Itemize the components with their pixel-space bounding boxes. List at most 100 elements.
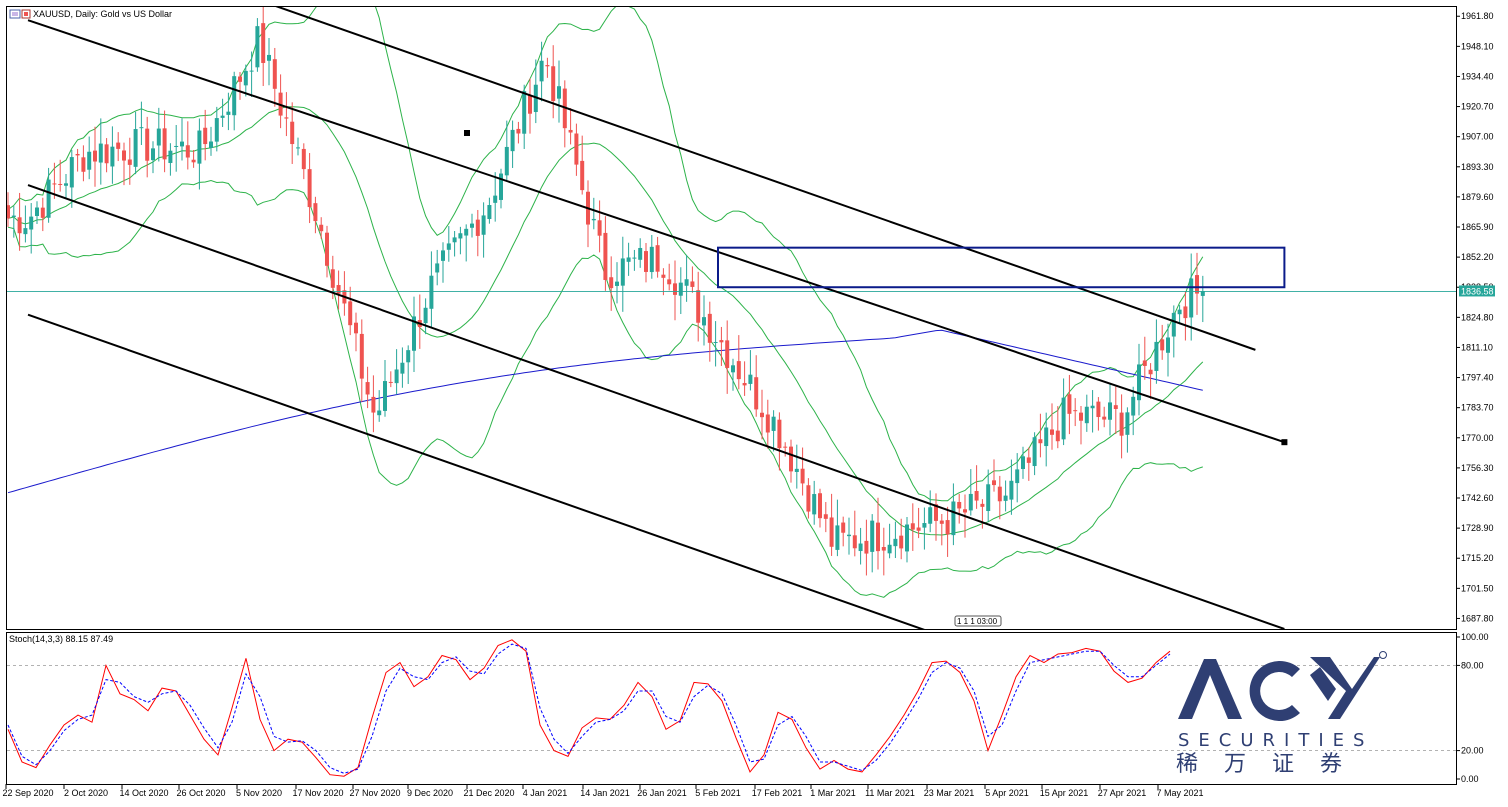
candle bbox=[1137, 343, 1141, 416]
candle bbox=[649, 234, 654, 279]
main-plot-area[interactable] bbox=[6, 0, 1456, 756]
candle-body bbox=[162, 128, 167, 160]
candle bbox=[922, 507, 927, 550]
candle-body bbox=[528, 95, 532, 114]
candle-body bbox=[168, 150, 173, 163]
candle bbox=[510, 120, 515, 168]
symbol-icon-2-inner bbox=[24, 12, 28, 16]
candle-body bbox=[754, 377, 759, 410]
price-tick-label: 1811.10 bbox=[1461, 342, 1493, 352]
candle-body bbox=[858, 543, 863, 552]
candle-body bbox=[997, 486, 1002, 502]
candle bbox=[899, 518, 904, 560]
candle bbox=[470, 213, 474, 238]
candle bbox=[794, 444, 799, 489]
candle-body bbox=[255, 26, 260, 68]
candle-body bbox=[40, 207, 45, 218]
main-pane-frame bbox=[6, 6, 1457, 630]
candle bbox=[110, 126, 115, 184]
candle-body bbox=[510, 129, 515, 152]
candle bbox=[1119, 394, 1124, 459]
candle-body bbox=[429, 275, 434, 309]
candle-body bbox=[75, 153, 80, 156]
candle-body bbox=[1125, 412, 1130, 435]
price-tick-label: 1770.00 bbox=[1461, 433, 1494, 443]
candle bbox=[644, 242, 648, 283]
candle bbox=[934, 493, 938, 541]
candle-body bbox=[446, 243, 451, 250]
candle bbox=[377, 390, 382, 422]
price-tick-label: 1701.50 bbox=[1461, 583, 1494, 593]
acy-securities-logo: SECURITIES 稀万证券 bbox=[1176, 651, 1387, 777]
candle-body bbox=[702, 317, 706, 326]
candle-body bbox=[1084, 406, 1089, 424]
candle bbox=[168, 143, 173, 176]
candle-body bbox=[388, 381, 393, 383]
time-tick-label: 2 Oct 2020 bbox=[64, 788, 108, 798]
candle-body bbox=[812, 494, 817, 515]
candle-body bbox=[1038, 439, 1043, 444]
candle-body bbox=[145, 128, 150, 161]
time-tick-label: 9 Dec 2020 bbox=[407, 788, 453, 798]
price-tick-label: 1893.30 bbox=[1461, 162, 1494, 172]
logo-c-shape bbox=[1249, 661, 1300, 721]
candle bbox=[638, 238, 643, 268]
candle-body bbox=[1195, 275, 1199, 294]
candle-body bbox=[905, 524, 909, 552]
candle bbox=[52, 162, 57, 199]
candle-body bbox=[406, 350, 411, 363]
candle bbox=[64, 174, 68, 199]
price-tick-label: 1715.20 bbox=[1461, 553, 1494, 563]
candle-body bbox=[980, 503, 985, 507]
candle-body bbox=[760, 412, 764, 418]
candle-body bbox=[1026, 457, 1031, 463]
candle-body bbox=[893, 538, 898, 547]
candle bbox=[394, 349, 399, 395]
candle-body bbox=[986, 484, 991, 512]
candle bbox=[354, 312, 358, 352]
candle-body bbox=[620, 258, 625, 286]
candle bbox=[603, 216, 608, 291]
price-axis: 1961.80 1948.10 1934.40 1920.70 1907.00 1893.… bbox=[1456, 11, 1494, 623]
candle-body bbox=[1108, 402, 1112, 420]
candle-body bbox=[272, 59, 277, 89]
candle-body bbox=[806, 485, 811, 512]
candle bbox=[1195, 252, 1199, 315]
logo-y-shape bbox=[1310, 657, 1380, 719]
candle bbox=[81, 145, 86, 182]
candle-body bbox=[46, 179, 51, 218]
candle bbox=[812, 480, 817, 525]
candle-body bbox=[487, 205, 492, 220]
candle-body bbox=[1131, 396, 1136, 416]
price-tick-label: 1728.90 bbox=[1461, 523, 1494, 533]
candle bbox=[847, 517, 851, 555]
candle bbox=[1055, 406, 1060, 449]
candle-body bbox=[910, 523, 915, 530]
candle bbox=[551, 45, 556, 119]
candle-body bbox=[423, 307, 428, 324]
candle-body bbox=[690, 281, 695, 287]
candle-body bbox=[992, 480, 996, 486]
candle bbox=[29, 203, 34, 254]
candle-body bbox=[214, 118, 219, 142]
candle bbox=[1131, 386, 1136, 436]
candle-body bbox=[64, 183, 68, 186]
candle bbox=[673, 260, 677, 321]
candle bbox=[499, 168, 503, 209]
candle bbox=[203, 109, 208, 161]
candle bbox=[852, 510, 857, 557]
channel-anchor-handle bbox=[1281, 439, 1288, 446]
stoch-axis: 100.00 80.00 20.00 0.00 bbox=[1456, 632, 1489, 784]
candle-body bbox=[29, 216, 34, 230]
candle-body bbox=[748, 374, 753, 384]
candle bbox=[702, 295, 706, 346]
candle bbox=[1096, 397, 1101, 431]
candle-body bbox=[371, 396, 376, 413]
time-tick-label: 14 Jan 2021 bbox=[580, 788, 630, 798]
candle bbox=[789, 439, 793, 483]
candle bbox=[632, 249, 637, 271]
candle bbox=[864, 519, 869, 576]
candle bbox=[1160, 324, 1165, 360]
candle-body bbox=[667, 279, 672, 285]
candle-body bbox=[301, 148, 306, 170]
